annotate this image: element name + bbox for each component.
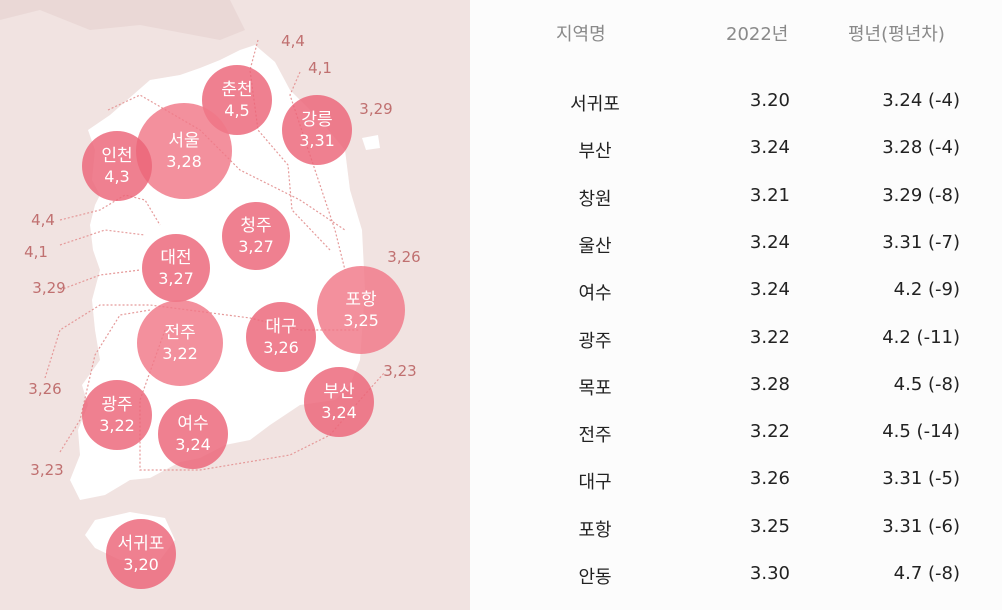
value-2022-cell: 3.22 bbox=[749, 326, 790, 348]
city-bubble-seoul: 서울 3,28 bbox=[136, 103, 232, 199]
normal-cell: 3.24 (-4) bbox=[882, 90, 960, 111]
city-value: 3,22 bbox=[99, 415, 135, 435]
isoline-label: 3,26 bbox=[387, 248, 421, 266]
value-2022-cell: 3.30 bbox=[749, 563, 790, 584]
city-name: 서귀포 bbox=[117, 534, 165, 555]
city-bubble-busan: 부산 3,24 bbox=[304, 367, 374, 437]
header-normal: 평년(평년차) bbox=[848, 24, 945, 45]
city-bubble-jeonju: 전주 3,22 bbox=[137, 300, 223, 386]
table-row: 포항 3.25 3.31 (-6) bbox=[470, 516, 1002, 546]
city-name: 춘천 bbox=[221, 80, 253, 101]
isoline-label: 3,26 bbox=[28, 380, 62, 398]
table-row: 부산 3.24 3.28 (-4) bbox=[470, 137, 1002, 167]
region-cell: 창원 bbox=[578, 188, 612, 210]
region-cell: 목포 bbox=[578, 377, 612, 399]
value-2022-cell: 3.20 bbox=[749, 90, 790, 111]
header-region: 지역명 bbox=[556, 24, 606, 45]
city-name: 대전 bbox=[160, 248, 192, 269]
isoline-label: 4,4 bbox=[31, 211, 55, 229]
city-bubble-daejeon: 대전 3,27 bbox=[142, 234, 210, 302]
table-row: 안동 3.30 4.7 (-8) bbox=[470, 563, 1002, 593]
header-2022: 2022년 bbox=[726, 24, 789, 45]
city-name: 강릉 bbox=[301, 110, 333, 131]
region-cell: 서귀포 bbox=[570, 94, 620, 115]
normal-cell: 3.29 (-8) bbox=[882, 184, 960, 206]
value-2022-cell: 3.21 bbox=[749, 184, 790, 206]
table-row: 대구 3.26 3.31 (-5) bbox=[470, 468, 1002, 498]
normal-cell: 3.28 (-4) bbox=[882, 137, 960, 159]
city-value: 3,27 bbox=[158, 268, 194, 288]
isoline-label: 4,4 bbox=[281, 32, 305, 50]
city-name: 여수 bbox=[177, 414, 209, 435]
city-bubble-yeosu: 여수 3,24 bbox=[158, 399, 228, 469]
bloom-map: 4,4 4,1 3,29 4,4 4,1 3,29 3,26 3,23 3,26… bbox=[0, 0, 470, 610]
city-value: 3,22 bbox=[162, 343, 198, 363]
city-value: 3,24 bbox=[175, 434, 211, 454]
region-cell: 부산 bbox=[578, 141, 612, 163]
city-name: 전주 bbox=[164, 323, 196, 344]
value-2022-cell: 3.26 bbox=[749, 468, 790, 490]
normal-cell: 3.31 (-7) bbox=[882, 231, 960, 253]
normal-cell: 4.5 (-14) bbox=[882, 421, 960, 443]
region-cell: 전주 bbox=[578, 425, 612, 447]
value-2022-cell: 3.24 bbox=[749, 137, 790, 159]
city-name: 서울 bbox=[168, 131, 200, 152]
city-name: 광주 bbox=[101, 395, 133, 416]
city-value: 3,20 bbox=[123, 554, 159, 574]
city-bubble-gwangju: 광주 3,22 bbox=[82, 380, 152, 450]
table-row: 목포 3.28 4.5 (-8) bbox=[470, 374, 1002, 404]
region-cell: 울산 bbox=[578, 235, 612, 257]
city-bubble-gangneung: 강릉 3,31 bbox=[282, 95, 352, 165]
city-value: 4,3 bbox=[104, 166, 130, 186]
normal-cell: 3.31 (-6) bbox=[882, 515, 960, 537]
normal-cell: 3.31 (-5) bbox=[882, 468, 960, 490]
isoline-label: 3,23 bbox=[383, 362, 417, 380]
value-2022-cell: 3.24 bbox=[749, 279, 790, 301]
bloom-date-table: 지역명 2022년 평년(평년차) 서귀포 3.20 3.24 (-4) 부산 3.24… bbox=[470, 0, 1002, 610]
city-name: 청주 bbox=[240, 216, 272, 237]
normal-cell: 4.5 (-8) bbox=[893, 373, 960, 395]
value-2022-cell: 3.24 bbox=[749, 231, 790, 253]
isoline-label: 3,29 bbox=[359, 100, 393, 118]
city-bubble-incheon: 인천 4,3 bbox=[82, 131, 152, 201]
region-cell: 대구 bbox=[578, 472, 612, 494]
table-row: 울산 3.24 3.31 (-7) bbox=[470, 232, 1002, 262]
table-row: 전주 3.22 4.5 (-14) bbox=[470, 421, 1002, 451]
city-name: 대구 bbox=[265, 317, 297, 338]
city-name: 포항 bbox=[345, 290, 377, 311]
isoline-label: 4,1 bbox=[24, 243, 48, 261]
table-row: 광주 3.22 4.2 (-11) bbox=[470, 327, 1002, 357]
city-bubble-seogwipo: 서귀포 3,20 bbox=[106, 519, 176, 589]
isoline-label: 4,1 bbox=[308, 59, 332, 77]
table-row: 여수 3.24 4.2 (-9) bbox=[470, 279, 1002, 309]
city-bubble-daegu: 대구 3,26 bbox=[246, 302, 316, 372]
city-bubble-cheongju: 청주 3,27 bbox=[222, 202, 290, 270]
city-name: 부산 bbox=[323, 382, 355, 403]
city-value: 3,28 bbox=[166, 151, 202, 171]
normal-cell: 4.7 (-8) bbox=[893, 563, 960, 584]
table-row: 서귀포 3.20 3.24 (-4) bbox=[470, 90, 1002, 120]
value-2022-cell: 3.25 bbox=[749, 515, 790, 537]
city-value: 3,26 bbox=[263, 337, 299, 357]
isoline-label: 3,23 bbox=[30, 461, 64, 479]
region-cell: 여수 bbox=[578, 283, 612, 305]
value-2022-cell: 3.28 bbox=[749, 373, 790, 395]
table-row: 창원 3.21 3.29 (-8) bbox=[470, 185, 1002, 215]
normal-cell: 4.2 (-9) bbox=[893, 279, 960, 301]
city-value: 3,27 bbox=[238, 236, 274, 256]
region-cell: 포항 bbox=[578, 519, 612, 541]
region-cell: 광주 bbox=[578, 330, 612, 352]
region-cell: 안동 bbox=[578, 567, 612, 588]
city-name: 인천 bbox=[101, 146, 133, 167]
normal-cell: 4.2 (-11) bbox=[882, 326, 960, 348]
city-value: 4,5 bbox=[224, 100, 250, 120]
city-value: 3,24 bbox=[321, 402, 357, 422]
isoline-label: 3,29 bbox=[32, 279, 66, 297]
value-2022-cell: 3.22 bbox=[749, 421, 790, 443]
city-value: 3,31 bbox=[299, 130, 335, 150]
city-bubble-pohang: 포항 3,25 bbox=[317, 266, 405, 354]
city-value: 3,25 bbox=[343, 310, 379, 330]
